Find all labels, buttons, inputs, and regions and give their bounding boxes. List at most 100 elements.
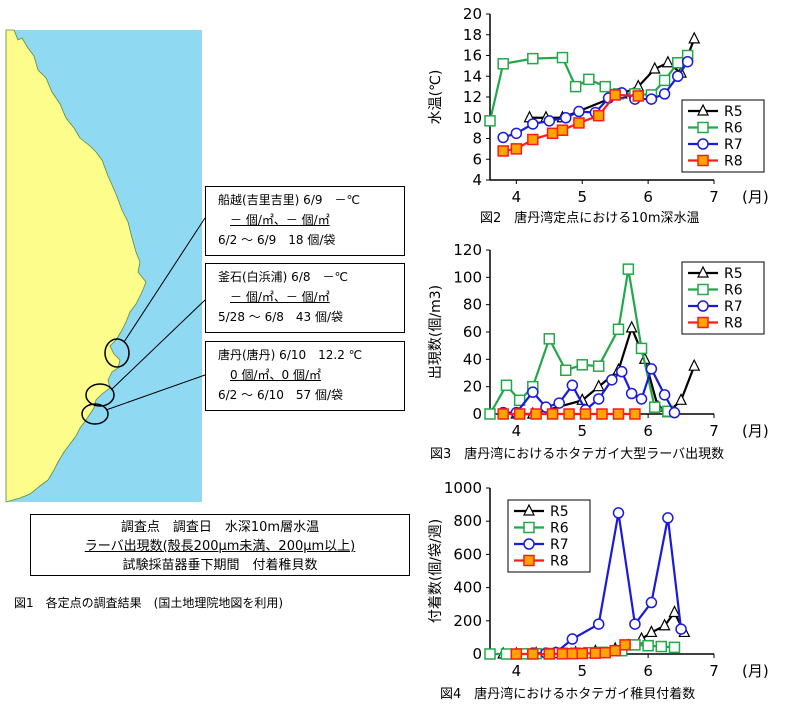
chart4-point-R7 (675, 623, 687, 635)
station-funakoshi-line3: 6/2 ～ 6/9 18 個/袋 (218, 233, 336, 247)
chart2-caption: 図2 唐丹湾定点における10m深水温 (480, 210, 699, 226)
chart3-legend-marker-R6 (697, 283, 709, 296)
chart3-y-tick-label: 0 (472, 405, 482, 423)
chart2-point-R8 (556, 124, 569, 136)
chart2-point-R7 (681, 55, 694, 68)
chart4-x-tick-label: 4 (512, 662, 522, 680)
chart2-y-label: 水温(℃) (428, 70, 444, 125)
chart4-x-unit: (月) (742, 662, 769, 680)
chart4-legend-label-R6: R6 (550, 521, 569, 537)
chart4-legend-marker-R6 (523, 521, 535, 534)
chart2-x-tick-label: 6 (643, 188, 653, 206)
chart3-y-tick-label: 80 (463, 296, 482, 314)
chart3-point-R8 (546, 408, 559, 420)
chart4-y-tick-label: 400 (453, 579, 482, 597)
chart2-y-tick-label: 20 (463, 5, 482, 23)
chart2-y-tick-label: 18 (463, 26, 482, 44)
chart2-line-R8 (503, 93, 639, 153)
chart4-point-R8 (576, 647, 588, 660)
chart3-point-R7 (645, 363, 658, 375)
chart2-point-R6 (484, 115, 496, 127)
chart3-point-R7 (658, 389, 671, 401)
chart4-point-R8 (599, 646, 612, 659)
chart2-legend-marker-R8 (697, 154, 709, 167)
chart2-point-R8 (510, 143, 523, 155)
chart3-point-R7 (553, 397, 565, 409)
chart2-point-R7 (560, 112, 572, 124)
chart2-x-tick-label: 5 (577, 188, 587, 206)
chart4-series-R8 (510, 639, 631, 660)
station-toni-line2: 0 個/㎡、0 個/㎡ (230, 368, 321, 382)
station-box-toni: 唐丹(唐丹) 6/10 12.2 ℃ 0 個/㎡、0 個/㎡ 6/2 ～ 6/1… (205, 341, 405, 411)
chart2-series-R8 (497, 89, 644, 157)
chart2-point-R7 (527, 118, 539, 130)
chart2-point-R7 (645, 93, 658, 105)
chart3-point-R6 (500, 379, 513, 392)
chart4-point-R8 (510, 648, 523, 660)
chart2-x-unit: (月) (742, 188, 769, 206)
chart4-point-R5 (645, 625, 658, 638)
chart3-point-R8 (497, 408, 509, 420)
chart2-series-R7 (497, 55, 694, 144)
chart3-point-R5 (675, 392, 688, 405)
fig1-legend-line1: 調査点 調査日 水深10m層水温 (120, 520, 320, 535)
chart2-y-tick-label: 12 (463, 88, 482, 106)
fig1-legend-box: 調査点 調査日 水深10m層水温 ラーバ出現数(殻長200μm未満、200μm以… (30, 514, 410, 576)
chart2-legend-label-R8: R8 (724, 154, 743, 170)
chart3-legend-label-R6: R6 (724, 283, 743, 299)
chart4-y-tick-label: 600 (453, 545, 482, 563)
chart2-point-R6 (527, 52, 539, 65)
chart3-point-R7 (616, 365, 628, 378)
chart3-point-R8 (629, 408, 641, 420)
chart4-point-R7 (629, 618, 641, 630)
chart4-y-label: 付着数(個/袋/週) (428, 519, 444, 623)
chart4-point-R5 (668, 605, 681, 618)
chart3-point-R6 (543, 333, 556, 345)
chart3-point-R6 (576, 359, 588, 371)
chart2-series-R6 (484, 49, 694, 127)
chart2-y-tick-label: 10 (463, 109, 482, 127)
chart2-point-R5 (648, 61, 661, 74)
leader-line-funakoshi (123, 217, 206, 343)
chart4-caption: 図4 唐丹湾におけるホタテガイ稚貝付着数 (440, 686, 695, 702)
chart4-point-R8 (556, 648, 569, 660)
chart3-point-R7 (592, 393, 605, 405)
map-land (5, 29, 147, 503)
chart4-point-R7 (566, 633, 579, 645)
chart2-legend-marker-R5 (697, 103, 709, 116)
chart3-point-R5 (625, 320, 638, 333)
chart3-x-tick-label: 4 (512, 422, 522, 440)
chart3-point-R8 (513, 408, 526, 420)
chart4-point-R7 (612, 507, 625, 519)
chart3-point-R7 (527, 386, 539, 398)
chart4-legend-label-R8: R8 (550, 554, 569, 570)
chart2-point-R7 (510, 127, 523, 140)
chart4-x-tick-label: 7 (709, 662, 719, 680)
chart2-point-R8 (527, 133, 539, 146)
chart2-point-R8 (609, 89, 621, 101)
chart2-legend-label-R7: R7 (724, 137, 743, 153)
station-box-funakoshi: 船越(吉里吉里) 6/9 －℃ － 個/㎡、－ 個/㎡ 6/2 ～ 6/9 18… (205, 186, 405, 256)
map-station-circle-toni (81, 403, 109, 425)
chart2-legend-label-R5: R5 (724, 104, 743, 120)
chart3-point-R7 (566, 379, 579, 392)
fig1-legend-line2: ラーバ出現数(殻長200μm未満、200μm以上) (84, 539, 356, 554)
station-kamaishi-line1: 釜石(白浜浦) 6/8 －℃ (218, 270, 348, 284)
chart2-point-R5 (688, 31, 701, 44)
chart2-point-R7 (497, 131, 509, 144)
chart4-point-R6 (500, 648, 513, 660)
chart3-point-R7 (606, 374, 618, 386)
chart2-point-R7 (658, 88, 671, 100)
chart4-point-R7 (662, 512, 674, 524)
chart3-legend-marker-R8 (697, 316, 709, 329)
chart2-point-R6 (556, 51, 569, 64)
chart3-point-R6 (560, 364, 572, 377)
chart4-point-R7 (645, 596, 658, 609)
chart2-point-R7 (573, 105, 585, 118)
station-box-kamaishi: 釜石(白浜浦) 6/8 －℃ － 個/㎡、－ 個/㎡ 5/28 ～ 6/8 43… (205, 263, 405, 333)
chart2-point-R6 (672, 57, 684, 69)
chart3-point-R6 (648, 401, 661, 413)
chart3-point-R6 (612, 323, 625, 336)
